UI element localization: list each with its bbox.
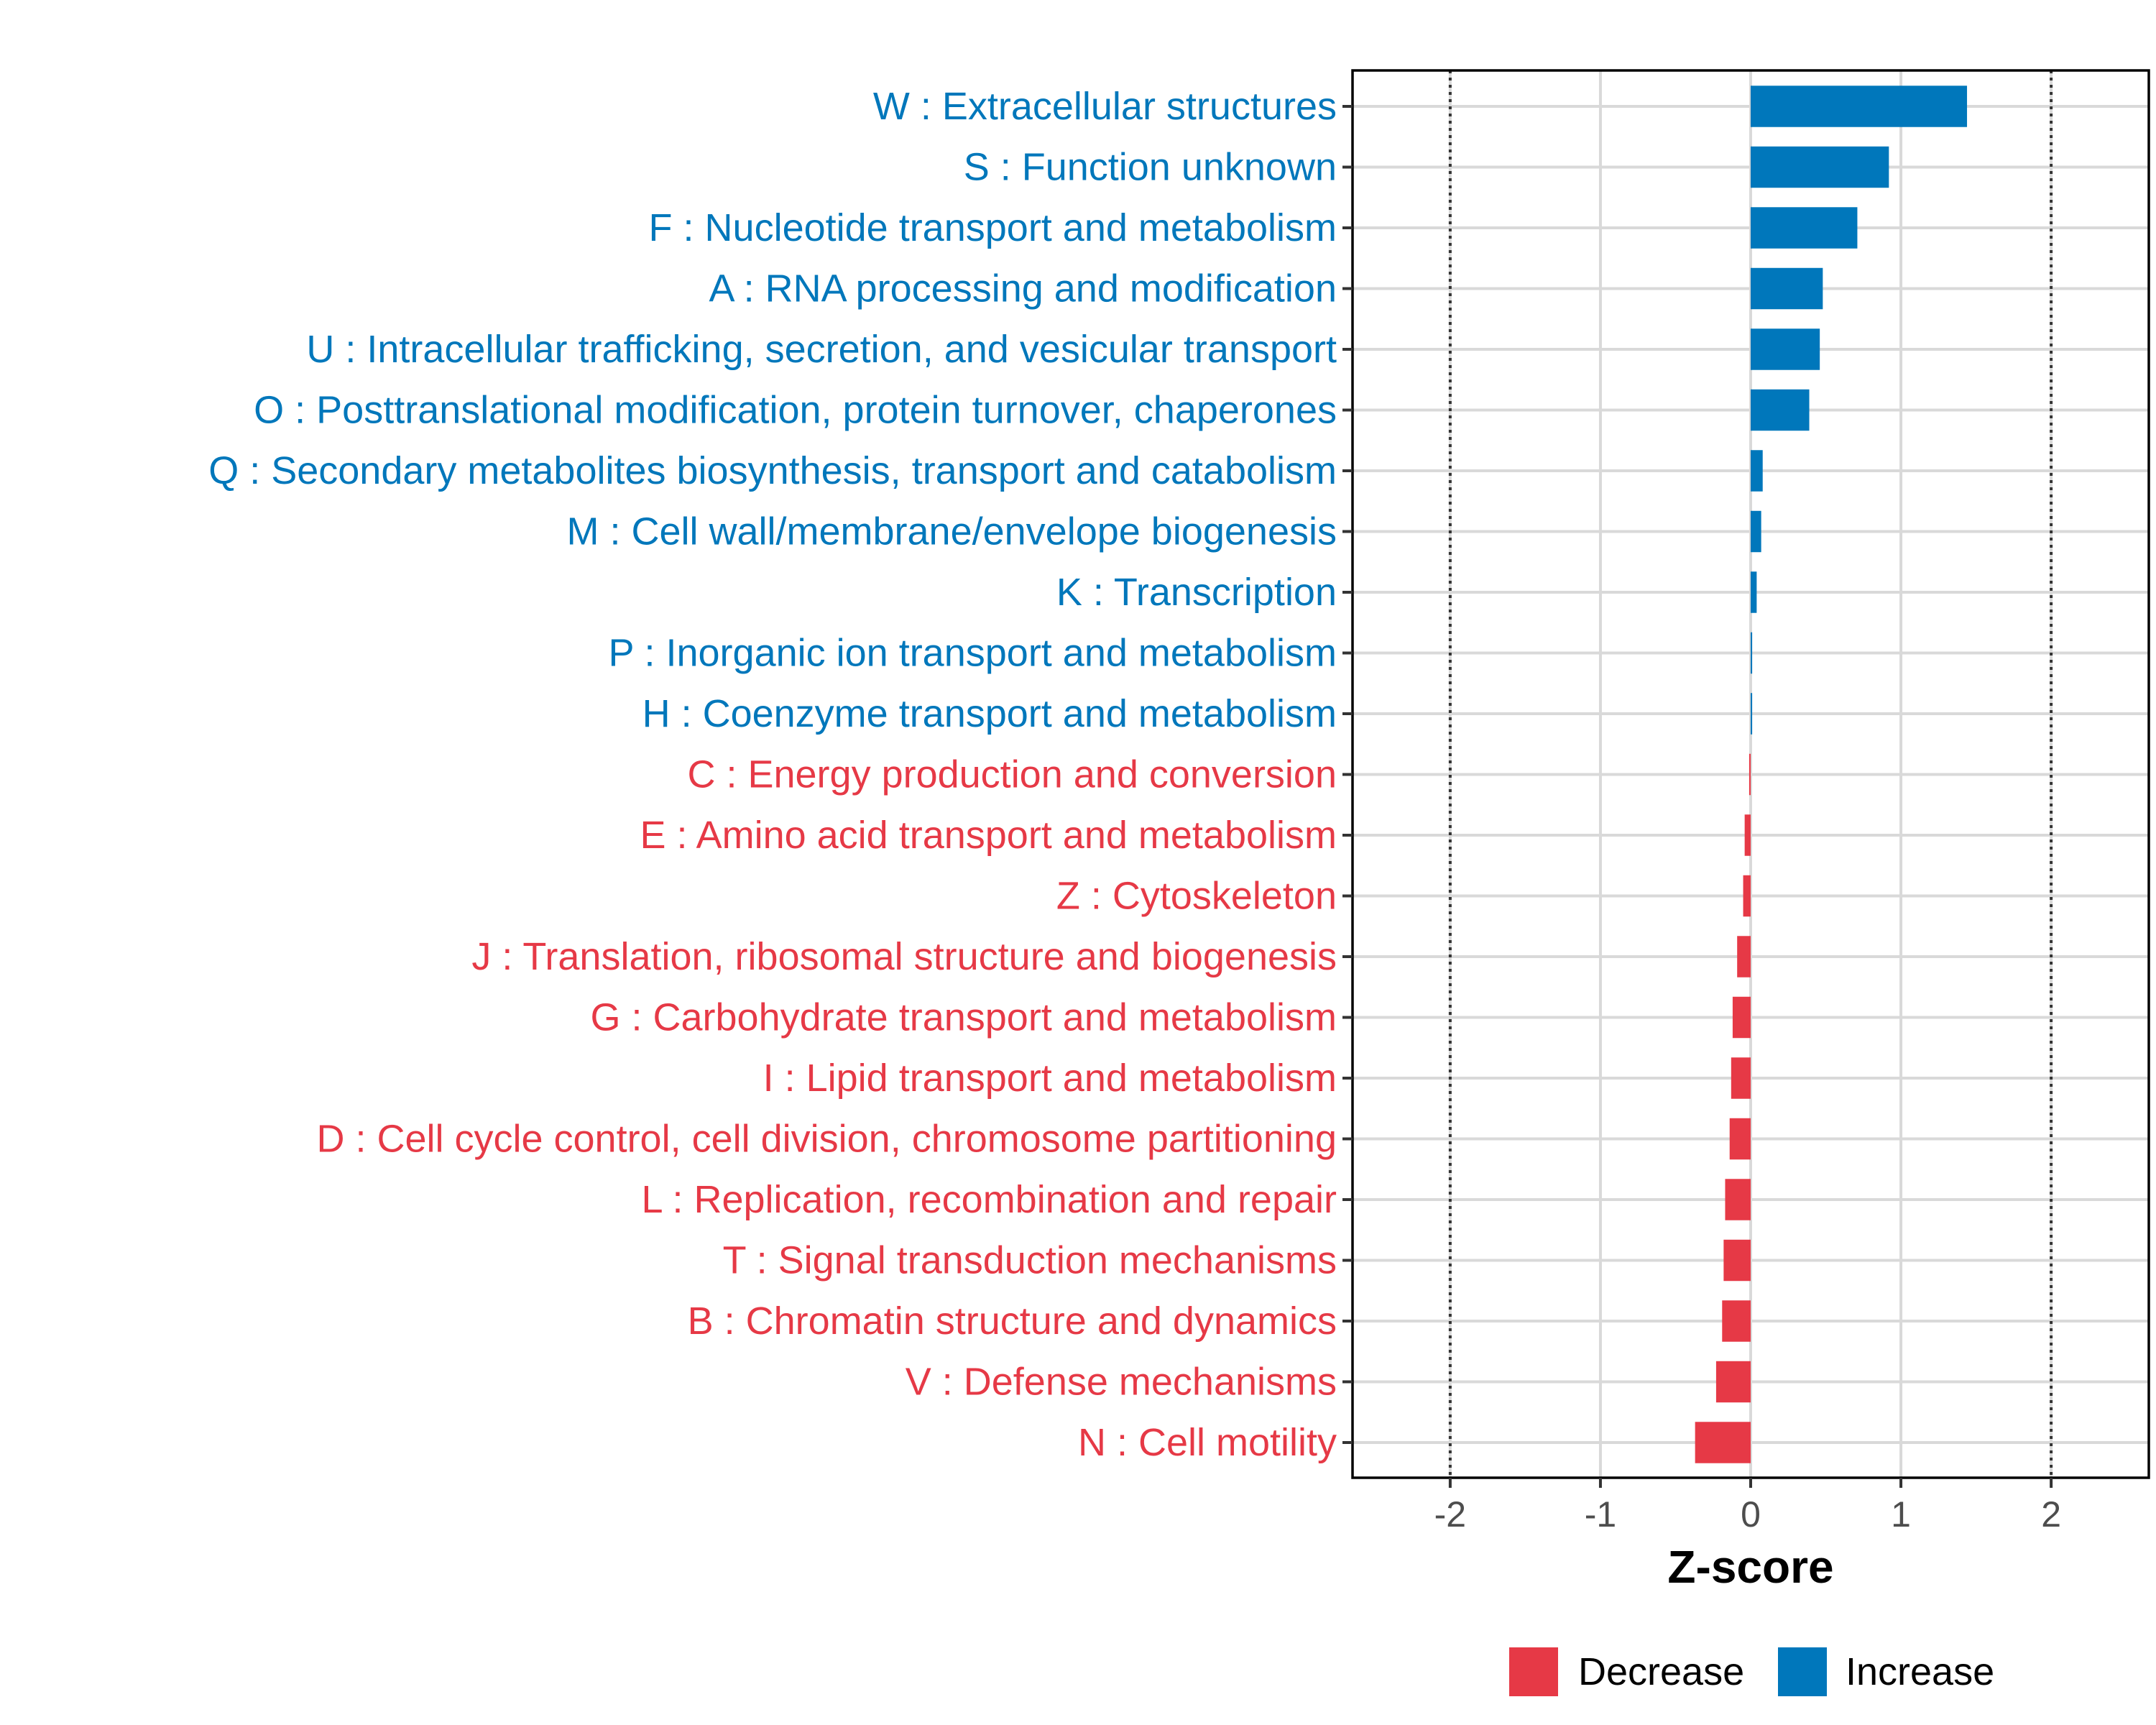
x-tick-labels: -2 -1 0 1 2 xyxy=(1434,1494,2061,1535)
bar xyxy=(1723,1239,1751,1282)
category-label: W : Extracellular structures xyxy=(873,85,1337,128)
x-axis-title: Z-score xyxy=(1667,1541,1833,1593)
category-label: V : Defense mechanisms xyxy=(906,1361,1337,1404)
y-axis-ticks xyxy=(1342,105,1353,1444)
legend-swatch-increase xyxy=(1778,1647,1827,1696)
category-label: F : Nucleotide transport and metabolism xyxy=(649,206,1337,249)
bar xyxy=(1744,814,1751,856)
bars-layer xyxy=(1695,86,1968,1463)
bar xyxy=(1751,571,1757,613)
x-tick-label: 1 xyxy=(1891,1494,1911,1535)
x-tick-label: -1 xyxy=(1585,1494,1616,1535)
bar xyxy=(1751,510,1761,553)
legend-swatch-decrease xyxy=(1509,1647,1558,1696)
bar xyxy=(1751,328,1820,370)
bar xyxy=(1722,1300,1751,1342)
category-label: T : Signal transduction mechanisms xyxy=(723,1239,1337,1282)
category-label: E : Amino acid transport and metabolism xyxy=(640,814,1337,857)
bar xyxy=(1732,996,1751,1039)
category-label: Q : Secondary metabolites biosynthesis, … xyxy=(208,449,1337,492)
category-label: M : Cell wall/membrane/envelope biogenes… xyxy=(566,510,1337,553)
category-label: C : Energy production and conversion xyxy=(687,753,1337,796)
category-label: G : Carbohydrate transport and metabolis… xyxy=(591,996,1337,1039)
legend: Decrease Increase xyxy=(1509,1647,1994,1696)
category-labels: W : Extracellular structures S : Function… xyxy=(208,85,1337,1464)
bar xyxy=(1715,1361,1751,1403)
x-axis-ticks xyxy=(1448,1478,2053,1488)
bar xyxy=(1729,1118,1751,1160)
bar xyxy=(1751,450,1763,492)
category-label: J : Translation, ribosomal structure and… xyxy=(471,935,1337,978)
bar xyxy=(1751,693,1753,735)
bar xyxy=(1751,267,1823,310)
category-label: L : Replication, recombination and repai… xyxy=(641,1178,1337,1221)
bar xyxy=(1743,875,1751,917)
category-label: D : Cell cycle control, cell division, c… xyxy=(316,1118,1337,1161)
bar xyxy=(1751,207,1858,249)
x-tick-label: 2 xyxy=(2041,1494,2061,1535)
bar xyxy=(1737,936,1751,978)
bar xyxy=(1751,86,1968,127)
category-label: K : Transcription xyxy=(1056,571,1337,614)
category-label: I : Lipid transport and metabolism xyxy=(763,1057,1337,1100)
x-tick-label: -2 xyxy=(1434,1494,1466,1535)
category-label: O : Posttranslational modification, prot… xyxy=(254,389,1337,432)
category-label: B : Chromatin structure and dynamics xyxy=(688,1300,1337,1343)
bar xyxy=(1749,753,1751,796)
category-label: P : Inorganic ion transport and metaboli… xyxy=(608,632,1337,675)
category-label: Z : Cytoskeleton xyxy=(1056,875,1337,918)
reference-lines xyxy=(1448,70,2053,1478)
x-tick-label: 0 xyxy=(1741,1494,1761,1535)
bar xyxy=(1695,1422,1751,1463)
legend-label-decrease: Decrease xyxy=(1578,1650,1744,1693)
bar xyxy=(1725,1179,1751,1220)
bar xyxy=(1731,1057,1751,1099)
category-label: U : Intracellular trafficking, secretion… xyxy=(306,328,1337,371)
category-label: H : Coenzyme transport and metabolism xyxy=(642,692,1337,735)
bar xyxy=(1751,146,1889,188)
bar xyxy=(1751,389,1810,431)
legend-label-increase: Increase xyxy=(1846,1650,1994,1693)
category-label: S : Function unknown xyxy=(964,146,1337,189)
bar xyxy=(1751,632,1753,674)
category-label: A : RNA processing and modification xyxy=(709,267,1337,310)
category-label: N : Cell motility xyxy=(1078,1421,1337,1464)
